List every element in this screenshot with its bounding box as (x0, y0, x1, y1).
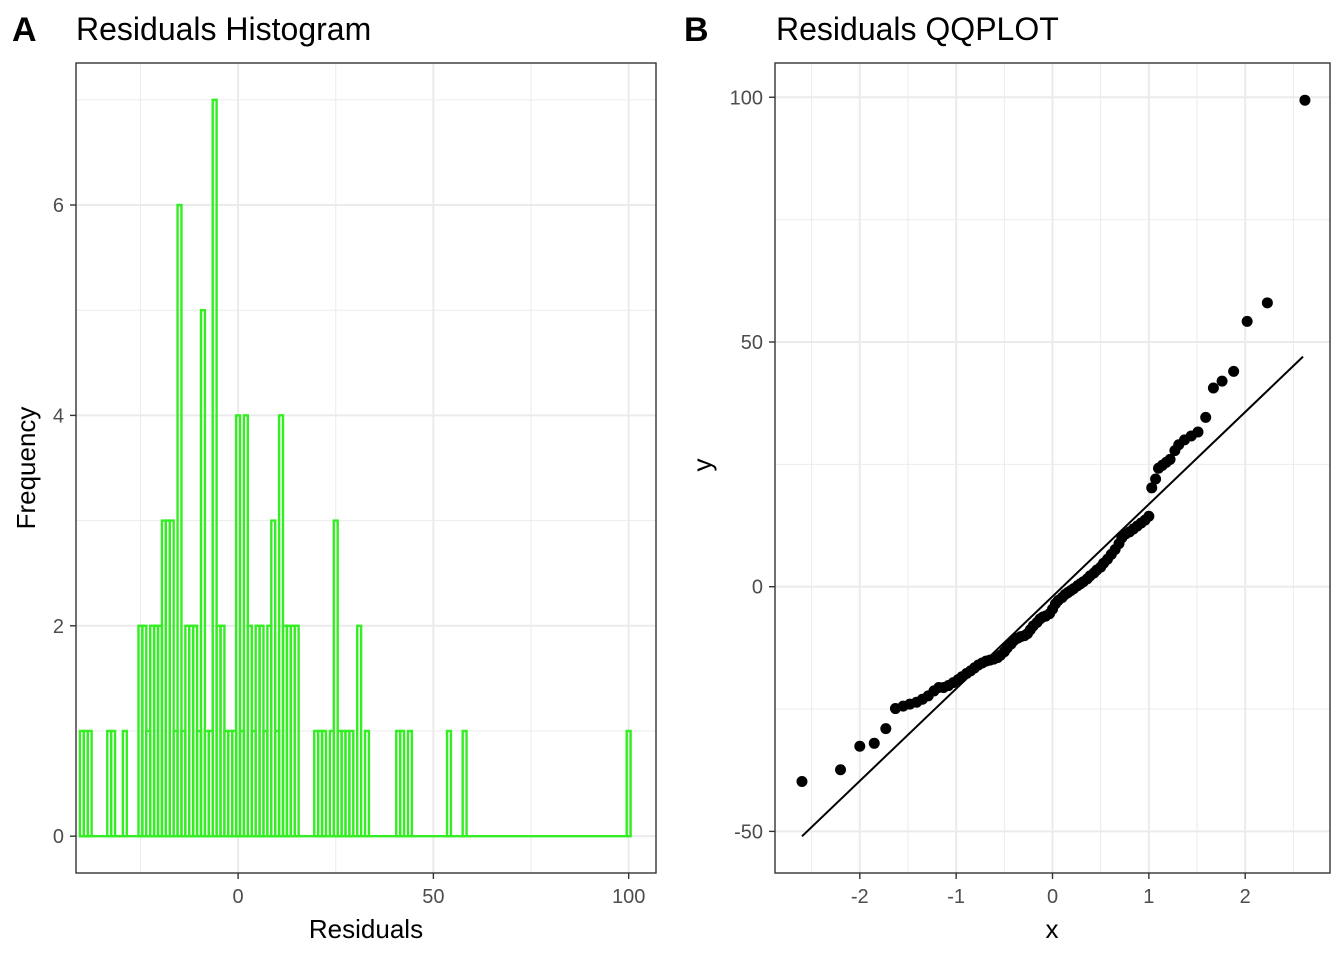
panel-a-x-axis-title: Residuals (309, 914, 423, 944)
panel-b-y-tick-label: 0 (752, 577, 763, 599)
histogram-bar (86, 729, 93, 838)
panel-b-y-axis-title: y (687, 459, 717, 472)
panel-b-y-tick-label: 100 (730, 87, 763, 109)
qq-reference-line (801, 355, 1304, 838)
qq-point (1143, 510, 1155, 522)
panel-b-gridlines (775, 63, 1330, 873)
qq-point (1228, 365, 1240, 377)
histogram-bar (320, 729, 328, 838)
qq-point (880, 723, 892, 735)
histogram-bar (199, 309, 207, 838)
histogram-bar (270, 519, 277, 838)
histogram-bar (461, 729, 468, 838)
histogram-bar (445, 729, 453, 838)
panel-a-y-tick-label: 0 (53, 826, 64, 848)
panel-b-y-tick-label: -50 (734, 821, 763, 843)
panel-b-x-tick-label: -1 (947, 886, 965, 908)
qq-point (1261, 297, 1273, 309)
panel-a: A Residuals Histogram 0 50 100 0 2 4 6 Residua… (11, 11, 657, 944)
panel-b-title: Residuals QQPLOT (776, 11, 1059, 47)
qq-point (1200, 411, 1212, 423)
histogram-bar (406, 729, 414, 838)
histogram-bar (168, 519, 175, 838)
histogram-bar (211, 98, 218, 838)
qq-point (835, 764, 847, 776)
panel-a-frame (75, 62, 657, 874)
histogram-bar (348, 729, 355, 838)
panel-b-x-tick-label: -2 (851, 886, 869, 908)
panel-b-tag: B (684, 11, 709, 49)
panel-a-ticks: 0 50 100 0 2 4 6 (53, 195, 645, 908)
histogram-bar (398, 729, 406, 838)
qq-point (1299, 94, 1311, 106)
histogram-bar (356, 624, 363, 838)
qq-point (868, 737, 880, 749)
qq-line (801, 355, 1304, 838)
qq-point (796, 775, 808, 787)
panel-a-x-tick-label: 100 (612, 886, 645, 908)
histogram-bar (332, 519, 339, 838)
histogram-bar (121, 729, 128, 838)
qq-point (1216, 375, 1228, 387)
histogram-bar (176, 203, 183, 838)
qq-point (1192, 426, 1204, 438)
histogram-bar (625, 729, 632, 838)
panel-a-y-axis-title: Frequency (11, 407, 41, 530)
panel-a-y-tick-label: 4 (53, 405, 64, 427)
panel-a-y-tick-label: 6 (53, 195, 64, 217)
histogram-bar (363, 729, 371, 838)
panel-b: B Residuals QQPLOT -2 -1 0 1 2 -50 0 50 100 x y (684, 11, 1331, 944)
panel-b-y-tick-label: 50 (741, 332, 763, 354)
qq-point (1207, 382, 1219, 394)
histogram-bar (109, 729, 117, 838)
panel-a-tag: A (12, 11, 37, 49)
histogram-bar (293, 624, 300, 838)
qq-point (854, 740, 866, 752)
panel-b-x-tick-label: 2 (1240, 886, 1251, 908)
histogram-bar (234, 414, 242, 838)
qq-points (796, 94, 1311, 787)
panel-a-title: Residuals Histogram (76, 11, 371, 47)
qq-point (1164, 453, 1176, 465)
panel-b-x-axis-title: x (1046, 914, 1059, 944)
qq-point (1241, 315, 1253, 327)
qq-point (1150, 473, 1162, 485)
panel-a-x-tick-label: 50 (422, 886, 444, 908)
panel-a-x-tick-label: 0 (233, 886, 244, 908)
histogram-bars (78, 98, 632, 838)
panel-b-x-tick-label: 1 (1143, 886, 1154, 908)
panel-a-y-tick-label: 2 (53, 616, 64, 638)
panel-b-x-tick-label: 0 (1047, 886, 1058, 908)
panel-b-ticks: -2 -1 0 1 2 -50 0 50 100 (730, 87, 1251, 908)
qq-point (1146, 482, 1158, 494)
